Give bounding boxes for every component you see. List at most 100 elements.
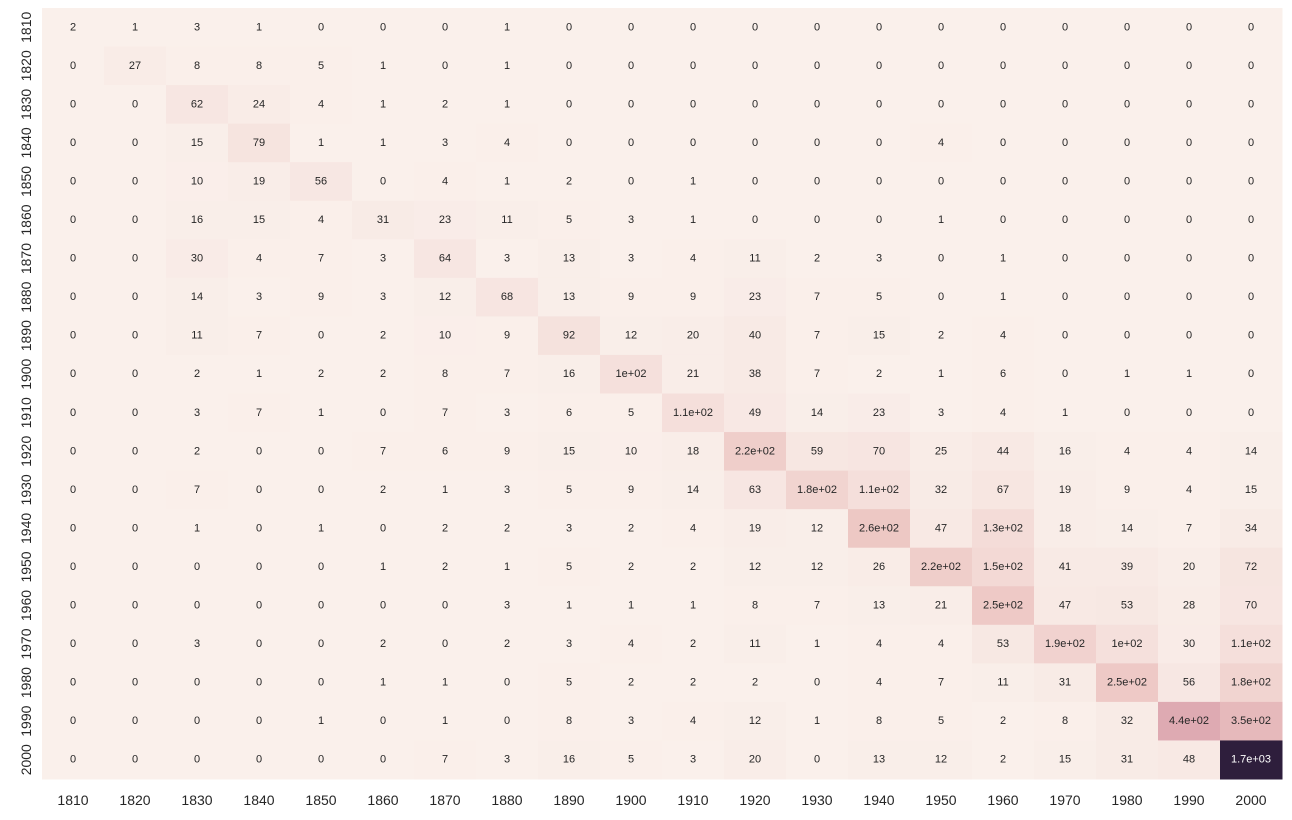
heatmap-cell — [600, 277, 663, 317]
heatmap-cell — [352, 393, 415, 433]
heatmap-cell — [1220, 46, 1283, 86]
heatmap-cell — [662, 200, 725, 240]
heatmap-cell — [228, 316, 291, 356]
heatmap-cell — [600, 162, 663, 202]
heatmap-cell — [662, 162, 725, 202]
heatmap-cell — [538, 354, 601, 394]
heatmap-cell — [290, 46, 353, 86]
heatmap-cell-label: 0 — [628, 21, 634, 33]
heatmap-cell-label: 0 — [318, 484, 324, 496]
heatmap-cell-label: 44 — [997, 445, 1009, 457]
heatmap-cell-label: 30 — [1183, 638, 1195, 650]
heatmap-cell — [662, 8, 725, 48]
heatmap-cell — [972, 277, 1035, 317]
heatmap-cell-label: 7 — [814, 330, 820, 342]
x-tick-label: 1810 — [57, 792, 88, 808]
heatmap-cell-label: 5 — [566, 484, 572, 496]
heatmap-cell — [786, 432, 849, 472]
heatmap-cell — [538, 624, 601, 664]
heatmap-cell-label: 0 — [256, 445, 262, 457]
heatmap-cell-label: 0 — [1248, 368, 1254, 380]
heatmap-cell — [352, 85, 415, 125]
heatmap-cell — [414, 162, 477, 202]
heatmap-cell — [538, 46, 601, 86]
heatmap-cell-label: 0 — [318, 638, 324, 650]
heatmap-cell-label: 1.7e+03 — [1231, 754, 1271, 766]
heatmap-cell-label: 0 — [876, 214, 882, 226]
heatmap-cell-label: 0 — [256, 715, 262, 727]
heatmap-cell — [1220, 470, 1283, 510]
heatmap-cell — [600, 701, 663, 741]
heatmap-cell — [166, 663, 229, 703]
heatmap-cell — [848, 509, 911, 549]
heatmap-cell-label: 7 — [256, 330, 262, 342]
heatmap-cell — [414, 354, 477, 394]
heatmap-cell — [228, 239, 291, 279]
heatmap-cell-label: 7 — [938, 677, 944, 689]
heatmap-cell — [786, 8, 849, 48]
heatmap-cell — [42, 85, 105, 125]
heatmap-cell — [42, 432, 105, 472]
heatmap-cell-label: 8 — [442, 368, 448, 380]
heatmap-cell-label: 0 — [132, 291, 138, 303]
heatmap-cell — [538, 239, 601, 279]
heatmap-cell-label: 0 — [1248, 253, 1254, 265]
heatmap-cell — [662, 239, 725, 279]
heatmap-cell — [1034, 8, 1097, 48]
heatmap-cell-label: 0 — [876, 60, 882, 72]
heatmap-cell-label: 5 — [628, 754, 634, 766]
heatmap-cell-label: 16 — [563, 754, 575, 766]
heatmap-cell-label: 0 — [70, 137, 76, 149]
heatmap-cell-label: 2 — [380, 368, 386, 380]
heatmap-cell-label: 31 — [377, 214, 389, 226]
heatmap-cell — [290, 123, 353, 163]
heatmap-cell — [1158, 663, 1221, 703]
y-tick-label: 1880 — [18, 281, 34, 312]
heatmap-cell-label: 4 — [318, 214, 324, 226]
heatmap-cell — [228, 46, 291, 86]
heatmap-cell-label: 2 — [380, 330, 386, 342]
heatmap-cell — [910, 586, 973, 626]
heatmap-cell — [104, 354, 167, 394]
heatmap-cell-label: 0 — [752, 60, 758, 72]
heatmap-cell — [600, 509, 663, 549]
heatmap-cell — [600, 740, 663, 780]
heatmap-cell-label: 1.3e+02 — [983, 522, 1023, 534]
heatmap-cell-label: 1 — [504, 561, 510, 573]
heatmap-cell-label: 0 — [752, 98, 758, 110]
heatmap-cell-label: 2 — [318, 368, 324, 380]
heatmap-cell-label: 62 — [191, 98, 203, 110]
heatmap-cell-label: 1 — [504, 175, 510, 187]
heatmap-cell-label: 2 — [504, 522, 510, 534]
heatmap-cell-label: 13 — [873, 754, 885, 766]
heatmap-cell — [352, 239, 415, 279]
heatmap-cell-label: 53 — [1121, 600, 1133, 612]
heatmap-cell-label: 0 — [1248, 175, 1254, 187]
heatmap-cell — [1034, 354, 1097, 394]
heatmap-cell-label: 1 — [442, 484, 448, 496]
heatmap-cell-label: 0 — [256, 754, 262, 766]
heatmap-cell — [166, 123, 229, 163]
heatmap-cell-label: 16 — [191, 214, 203, 226]
heatmap-cell-label: 12 — [811, 522, 823, 534]
heatmap-cell-label: 0 — [132, 484, 138, 496]
heatmap-cell — [1096, 432, 1159, 472]
heatmap-cell-label: 0 — [628, 60, 634, 72]
heatmap-cell-label: 11 — [749, 638, 760, 650]
heatmap-cell — [724, 663, 787, 703]
heatmap-cell-label: 0 — [876, 21, 882, 33]
heatmap-cell — [848, 393, 911, 433]
heatmap-cell — [1096, 509, 1159, 549]
heatmap-cell-label: 1 — [318, 715, 324, 727]
heatmap-cell — [166, 586, 229, 626]
heatmap-cell — [228, 200, 291, 240]
heatmap-cell — [352, 547, 415, 587]
y-tick-label: 1910 — [18, 397, 34, 428]
heatmap-cell-label: 63 — [749, 484, 761, 496]
heatmap-cell-label: 34 — [1245, 522, 1257, 534]
heatmap-cell — [1034, 663, 1097, 703]
x-tick-label: 1880 — [491, 792, 522, 808]
heatmap-cell-label: 15 — [1059, 754, 1071, 766]
x-tick-label: 1970 — [1049, 792, 1080, 808]
heatmap-cell — [910, 8, 973, 48]
